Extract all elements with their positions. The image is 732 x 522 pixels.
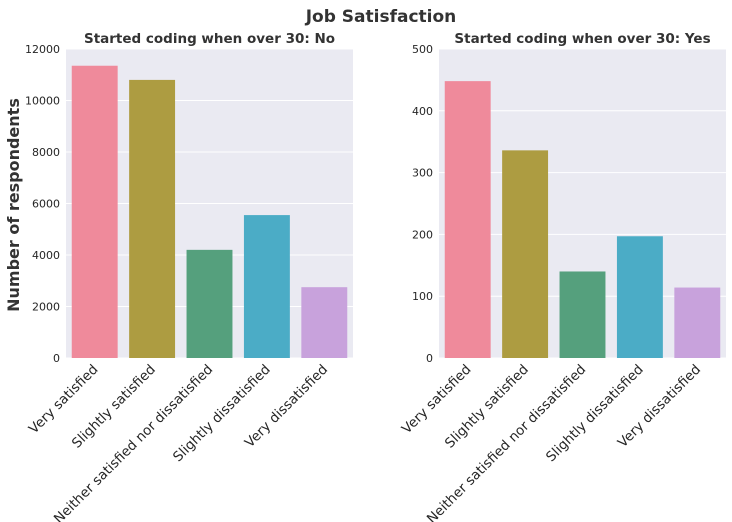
- bar-5: [301, 287, 348, 358]
- y-tick-label: 10000: [25, 95, 60, 108]
- y-tick-label: 4000: [32, 249, 60, 262]
- y-tick-label: 8000: [32, 146, 60, 159]
- y-tick-label: 12000: [25, 43, 60, 56]
- bar-5: [674, 287, 721, 358]
- chart-panel-1: 0 2000 4000 6000 8000 10000 12000 Started codin…: [25, 31, 353, 522]
- y-tick-label: 0: [426, 352, 433, 365]
- panel-title: Started coding when over 30: No: [84, 31, 335, 47]
- bar-3: [559, 271, 606, 358]
- y-tick-label: 300: [412, 167, 433, 180]
- y-axis-label: Number of respondents: [4, 98, 23, 312]
- bar-1: [444, 81, 491, 359]
- y-tick-label: 400: [412, 105, 433, 118]
- figure-title: Job Satisfaction: [305, 7, 457, 27]
- x-tick-label: Slightly dissatisfied: [170, 362, 274, 466]
- y-tick-label: 2000: [32, 301, 60, 314]
- bar-4: [243, 215, 290, 358]
- panel-title: Started coding when over 30: Yes: [454, 31, 710, 47]
- y-tick-label: 500: [412, 43, 433, 56]
- bar-3: [186, 249, 233, 358]
- y-tick-label: 0: [53, 352, 60, 365]
- bar-2: [502, 150, 549, 358]
- bar-4: [616, 236, 663, 358]
- y-tick-label: 200: [412, 228, 433, 241]
- bar-2: [129, 79, 176, 359]
- y-tick-label: 6000: [32, 198, 60, 211]
- bar-1: [71, 65, 118, 359]
- y-tick-label: 100: [412, 290, 433, 303]
- x-tick-label: Slightly dissatisfied: [543, 362, 647, 466]
- chart-panel-2: 0 100 200 300 400 500 Started coding when over…: [399, 31, 726, 522]
